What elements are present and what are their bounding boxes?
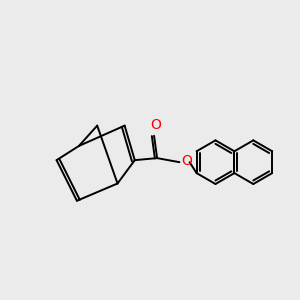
Text: O: O xyxy=(150,118,161,132)
Text: O: O xyxy=(182,154,192,168)
